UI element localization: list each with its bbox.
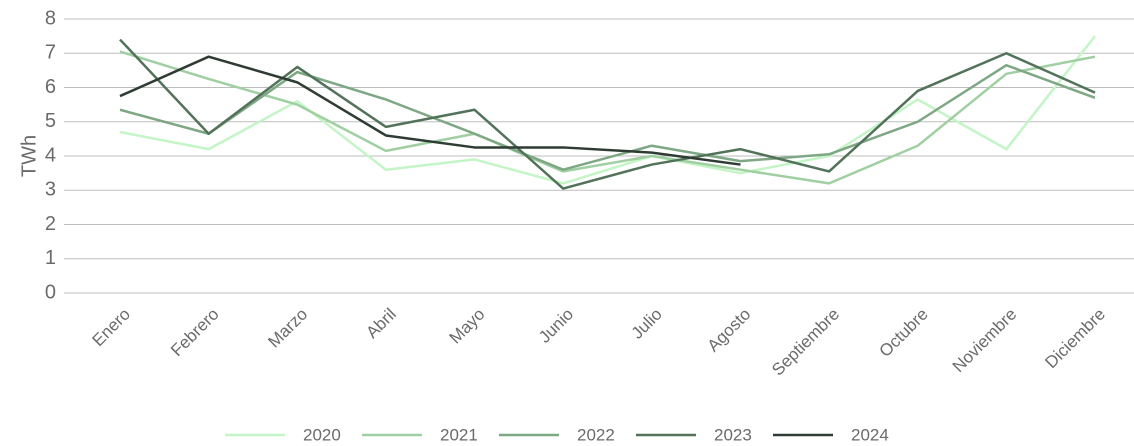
series-line [119,35,1096,185]
y-tick-label: 2 [45,213,56,235]
y-tick-label: 0 [45,281,56,303]
y-axis-label: TWh [18,135,40,177]
series-line [119,63,1096,171]
legend-label: 2021 [440,425,478,444]
x-tick-label: Diciembre [1041,305,1109,373]
legend-label: 2023 [714,425,752,444]
legend-label: 2022 [577,425,615,444]
x-tick-label: Abril [362,305,399,342]
legend-label: 2020 [303,425,341,444]
y-tick-label: 5 [45,110,56,132]
x-tick-label: Enero [88,305,134,351]
x-tick-label: Junio [535,305,577,347]
y-tick-label: 4 [45,144,56,166]
series-line [119,38,1096,190]
series-line [119,50,1096,185]
series-line [119,55,741,166]
x-tick-label: Agosto [704,305,755,356]
x-tick-label: Marzo [264,305,311,352]
y-tick-label: 6 [45,76,56,98]
x-tick-label: Octubre [876,305,932,361]
y-tick-label: 8 [45,7,56,29]
y-tick-label: 7 [45,42,56,64]
legend-label: 2024 [851,425,889,444]
x-tick-label: Julio [628,305,666,343]
x-tick-label: Noviembre [949,305,1021,377]
y-tick-label: 3 [45,179,56,201]
x-tick-label: Febrero [167,305,223,361]
y-tick-label: 1 [45,247,56,269]
x-tick-label: Mayo [446,305,489,348]
x-tick-label: Septiembre [768,305,843,380]
